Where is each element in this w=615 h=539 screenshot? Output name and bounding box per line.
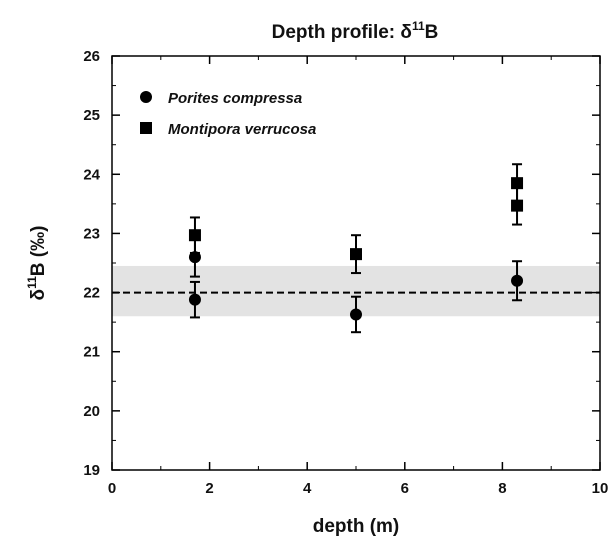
x-tick-label: 4 (303, 480, 312, 497)
data-point-square (188, 229, 201, 242)
y-tick-label: 26 (83, 48, 100, 65)
data-point-square (350, 248, 362, 261)
chart-title: Depth profile: δ11B (272, 19, 439, 43)
y-tick-label: 24 (83, 166, 100, 183)
x-tick-label: 6 (401, 480, 409, 497)
y-tick-label: 22 (83, 285, 100, 302)
data-point-circle (350, 308, 362, 321)
y-tick-label: 21 (83, 344, 100, 361)
y-tick-label: 19 (83, 462, 100, 479)
data-point-circle (188, 251, 201, 264)
y-axis-label: δ11B (‰) (25, 226, 49, 301)
legend: Porites compressa Montipora verrucosa (140, 90, 316, 138)
data-point-square (511, 199, 524, 212)
legend-label-porites: Porites compressa (168, 90, 302, 107)
data-point-circle (511, 274, 524, 287)
x-tick-label: 8 (498, 480, 506, 497)
legend-square-marker (140, 122, 152, 134)
x-axis-label: depth (m) (313, 516, 400, 537)
x-tick-label: 0 (108, 480, 116, 497)
data-markers (188, 163, 524, 334)
x-tick-label: 10 (592, 480, 609, 497)
x-axis: 0 2 4 6 8 10 (108, 56, 609, 497)
legend-label-montipora: Montipora verrucosa (168, 121, 316, 138)
x-tick-label: 2 (205, 480, 213, 497)
y-tick-label: 23 (83, 225, 100, 242)
y-axis: 19 20 21 22 23 24 25 26 (83, 48, 600, 479)
y-tick-label: 20 (83, 403, 100, 420)
data-point-circle (188, 293, 201, 306)
y-tick-label: 25 (83, 107, 100, 124)
legend-circle-marker (140, 91, 152, 103)
